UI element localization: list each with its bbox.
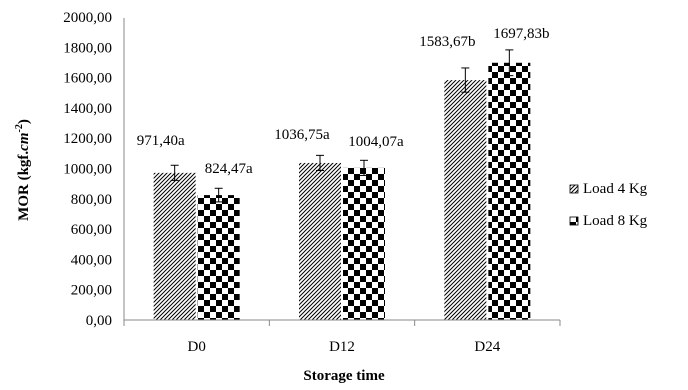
x-category-label: D0 bbox=[187, 339, 205, 355]
y-axis-title-unit: cm bbox=[16, 133, 32, 151]
y-tick-label: 1000,00 bbox=[63, 162, 112, 178]
x-axis-ticks: D0 D12 D24 bbox=[123, 320, 561, 355]
y-tick-label: 1800,00 bbox=[63, 40, 112, 56]
legend-swatch-load-8 bbox=[569, 216, 579, 226]
x-axis-title: Storage time bbox=[303, 368, 385, 384]
bar-D0-series-2 bbox=[197, 195, 240, 320]
y-axis-title-close: ) bbox=[16, 119, 32, 124]
y-axis-ticks: 0,00 200,00 400,00 600,00 800,00 1000,00 1200,… bbox=[63, 10, 112, 329]
bar-D24-series-1 bbox=[444, 80, 487, 320]
y-tick-label: 1600,00 bbox=[63, 71, 112, 87]
bar-D12-series-1 bbox=[299, 162, 341, 320]
y-axis-title: MOR (kgf.cm-2) bbox=[14, 119, 32, 221]
data-label-D24-series-2: 1697,83b bbox=[493, 26, 549, 42]
data-labels: 971,40a 824,47a 1036,75a 1004,07a 1583,67b 16… bbox=[137, 26, 550, 177]
data-label-D24-series-1: 1583,67b bbox=[419, 34, 475, 50]
bar-D24-series-2 bbox=[488, 62, 531, 321]
y-tick-label: 1200,00 bbox=[63, 131, 112, 147]
x-category-label: D12 bbox=[329, 339, 355, 355]
x-category-label: D24 bbox=[474, 339, 500, 355]
data-label-D12-series-1: 1036,75a bbox=[274, 127, 330, 143]
y-tick-label: 1400,00 bbox=[63, 101, 112, 117]
data-label-D0-series-2: 824,47a bbox=[205, 161, 253, 177]
y-tick-label: 600,00 bbox=[71, 222, 112, 238]
data-label-D12-series-2: 1004,07a bbox=[348, 134, 404, 150]
bar-D12-series-2 bbox=[343, 167, 385, 320]
y-axis-title-exponent: -2 bbox=[14, 124, 25, 132]
y-tick-label: 400,00 bbox=[71, 252, 112, 268]
error-bars bbox=[170, 49, 514, 203]
legend-label-load-4: Load 4 Kg bbox=[583, 181, 648, 197]
legend-swatch-load-4 bbox=[569, 184, 579, 194]
bar-D0-series-1 bbox=[153, 172, 196, 320]
y-tick-label: 0,00 bbox=[86, 313, 112, 329]
data-label-D0-series-1: 971,40a bbox=[137, 133, 185, 149]
y-tick-label: 2000,00 bbox=[63, 10, 112, 26]
y-tick-label: 200,00 bbox=[71, 283, 112, 299]
legend: Load 4 Kg Load 8 Kg bbox=[569, 181, 648, 229]
y-axis-title-main: MOR (kgf. bbox=[16, 151, 32, 221]
y-tick-label: 800,00 bbox=[71, 192, 112, 208]
legend-label-load-8: Load 8 Kg bbox=[583, 213, 648, 229]
bars bbox=[153, 62, 531, 321]
